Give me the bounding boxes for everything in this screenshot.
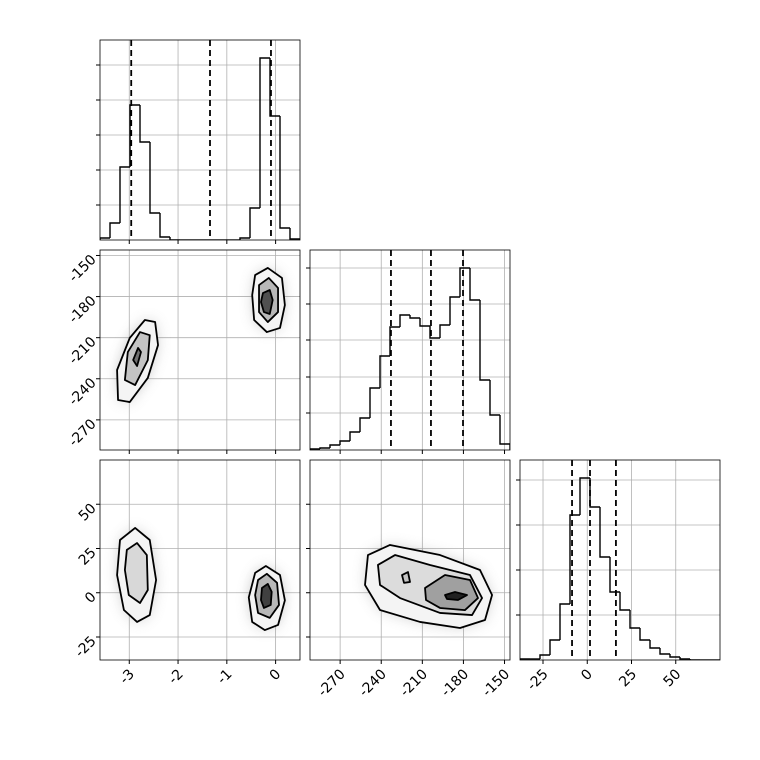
histogram-step: [659, 648, 670, 655]
histogram-step: [619, 592, 630, 611]
histogram-step: [459, 267, 470, 297]
histogram-step: [639, 628, 650, 641]
histogram-step: [259, 57, 270, 208]
histogram-step: [269, 58, 280, 117]
histogram-step: [349, 431, 360, 441]
x-tick-label: 0: [578, 666, 596, 684]
histogram-step: [239, 237, 250, 240]
panel: [100, 250, 300, 450]
panel-frame: [309, 459, 511, 661]
x-tick-label: 50: [660, 666, 684, 690]
y-tick-label: -240: [66, 375, 100, 409]
histogram-step: [319, 447, 330, 449]
x-tick-label: -25: [524, 666, 551, 693]
x-tick-label: -180: [438, 666, 472, 700]
histogram-step: [679, 657, 690, 660]
panel: [310, 250, 510, 450]
x-tick-label: -2: [166, 666, 187, 687]
histogram-step: [379, 355, 390, 388]
histogram-step: [139, 105, 150, 143]
y-tick-label: 0: [82, 589, 100, 607]
contour: [401, 571, 411, 584]
y-tick-label: -25: [72, 633, 99, 660]
histogram-step: [169, 237, 180, 240]
panel-frame: [99, 459, 301, 661]
histogram-step: [339, 440, 350, 445]
x-tick-label: -150: [479, 666, 513, 700]
histogram-step: [359, 417, 370, 432]
histogram-step: [429, 326, 440, 339]
contour: [444, 591, 468, 601]
contour: [260, 289, 274, 315]
contour: [260, 582, 273, 609]
panel-frame: [309, 249, 511, 451]
histogram-step: [310, 448, 320, 450]
histogram-step: [549, 639, 560, 655]
panel-frame: [99, 249, 301, 451]
histogram-step: [249, 207, 260, 238]
panel: [100, 40, 300, 240]
y-tick-label: -180: [66, 293, 100, 327]
y-tick-label: -210: [66, 334, 100, 368]
histogram-step: [559, 603, 570, 640]
panel-frame: [519, 459, 721, 661]
x-tick-label: -1: [214, 666, 235, 687]
histogram-step: [289, 228, 300, 240]
histogram-step: [389, 326, 400, 356]
x-tick-label: -210: [397, 666, 431, 700]
histogram-step: [159, 213, 170, 238]
panel: [520, 460, 720, 660]
contour: [123, 542, 149, 604]
panel: [310, 460, 510, 660]
histogram-step: [149, 142, 160, 214]
histogram-step: [369, 387, 380, 418]
histogram-step: [129, 104, 140, 167]
histogram-step: [119, 166, 130, 223]
histogram-step: [109, 222, 120, 238]
histogram-step: [479, 300, 490, 381]
histogram-step: [539, 654, 550, 659]
contour: [132, 347, 142, 367]
histogram-step: [609, 557, 620, 593]
histogram-step: [419, 318, 430, 327]
histogram-step: [469, 268, 480, 301]
y-tick-label: -270: [66, 416, 100, 450]
x-tick-label: -270: [315, 666, 349, 700]
histogram-step: [329, 444, 340, 448]
histogram-step: [689, 659, 700, 660]
histogram-step: [649, 640, 660, 649]
histogram-step: [409, 315, 420, 319]
histogram-step: [569, 514, 580, 604]
histogram-step: [499, 415, 510, 450]
histogram-step: [439, 324, 450, 338]
x-tick-label: 25: [616, 666, 640, 690]
histogram-step: [399, 314, 410, 327]
panel: [100, 460, 300, 660]
histogram-step: [100, 237, 110, 240]
histogram-step: [520, 658, 530, 660]
y-tick-label: -150: [66, 252, 100, 286]
histogram-step: [669, 654, 680, 658]
histogram-step: [629, 610, 640, 629]
histogram-step: [579, 477, 590, 515]
histogram-step: [449, 296, 460, 325]
x-tick-label: -3: [117, 666, 138, 687]
panel-frame: [99, 39, 301, 241]
histogram-step: [279, 116, 290, 229]
histogram-step: [589, 478, 600, 508]
x-tick-label: 0: [267, 666, 285, 684]
histogram-step: [599, 507, 610, 558]
x-tick-label: -240: [356, 666, 390, 700]
histogram-step: [489, 380, 500, 416]
